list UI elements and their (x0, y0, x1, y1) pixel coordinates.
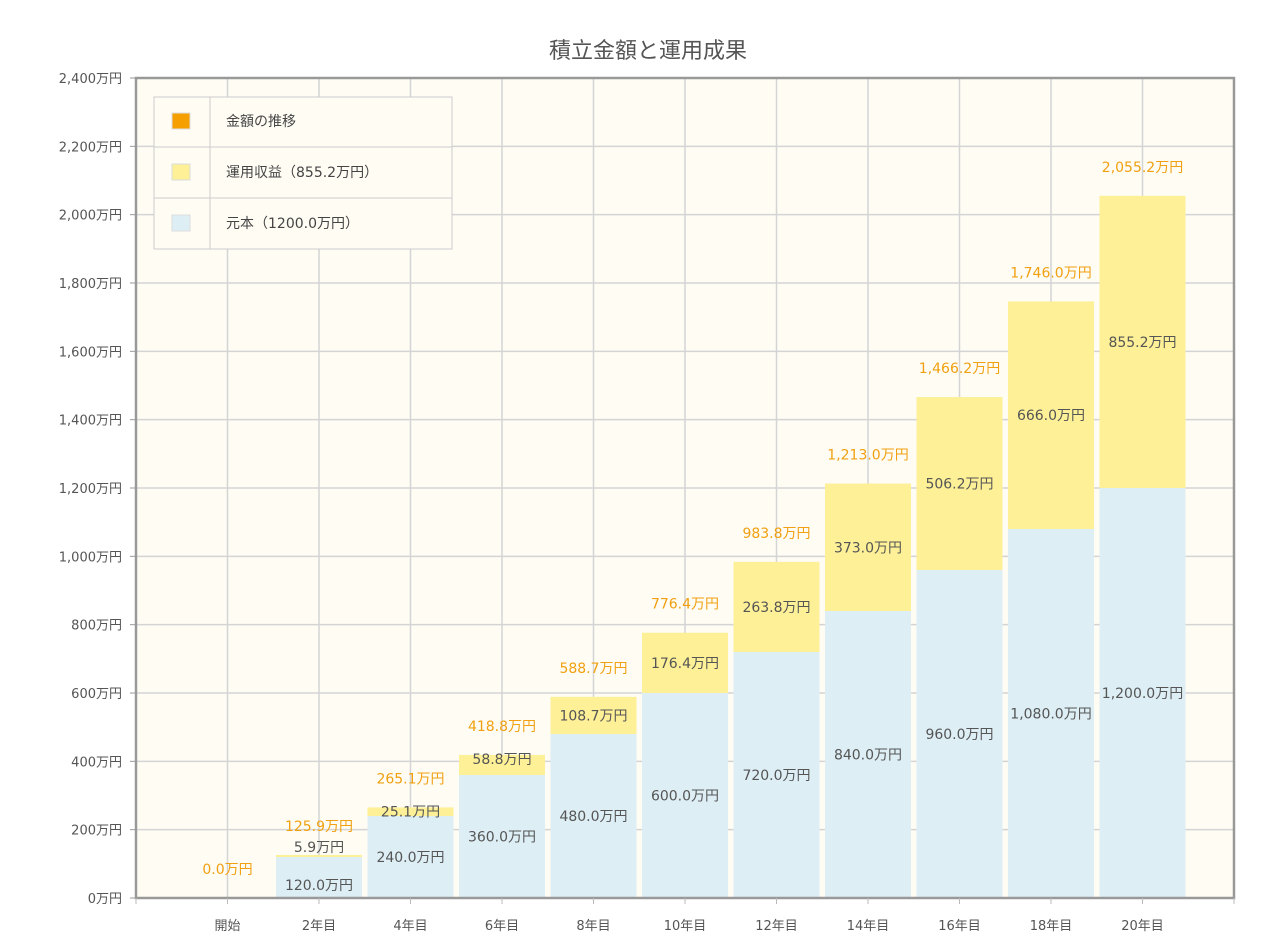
chart-title: 積立金額と運用成果 (549, 39, 747, 64)
y-tick-label: 1,800万円 (59, 277, 122, 292)
bar-principal (1008, 529, 1094, 898)
y-tick-label: 1,000万円 (59, 550, 122, 565)
bar-profit (276, 854, 362, 857)
bar-profit (642, 632, 728, 693)
data-labels: 0.0万円 120.0万円 5.9万円 125.9万円 240.0万円 25.1万円 265… (202, 160, 1183, 894)
label-profit: 666.0万円 (1017, 408, 1085, 424)
bar-principal (825, 611, 911, 898)
bar-principal (367, 816, 454, 898)
bar-profit (825, 483, 911, 611)
label-total: 1,746.0万円 (1010, 265, 1091, 281)
label-total: 125.9万円 (285, 819, 353, 835)
label-principal: 1,200.0万円 (1102, 686, 1183, 702)
y-tick-label: 0万円 (88, 892, 122, 907)
bar-profit (550, 696, 637, 734)
y-tick-label: 2,400万円 (59, 72, 122, 87)
label-profit: 506.2万円 (925, 477, 993, 493)
label-total: 265.1万円 (376, 771, 444, 787)
label-profit: 373.0万円 (834, 540, 902, 556)
label-principal: 240.0万円 (376, 850, 444, 866)
label-total: 0.0万円 (202, 862, 252, 878)
label-profit: 176.4万円 (651, 656, 719, 672)
y-tick-label: 1,400万円 (59, 414, 122, 429)
label-total: 776.4万円 (651, 597, 719, 613)
x-tick-label: 10年目 (664, 919, 707, 934)
label-principal: 1,080.0万円 (1010, 707, 1091, 723)
bar-principal (550, 734, 637, 898)
legend-swatch-principal (171, 214, 191, 232)
bar-principal (916, 570, 1003, 898)
x-tick-label: 14年目 (847, 919, 890, 934)
legend-label-totals: 金額の推移 (226, 114, 296, 130)
axes: 0万円 200万円 400万円 600万円 800万円 1,000万円 1,200万円 1,4… (59, 72, 1235, 934)
label-principal: 600.0万円 (651, 789, 719, 805)
label-total: 1,213.0万円 (827, 448, 908, 464)
label-principal: 840.0万円 (834, 748, 902, 764)
label-total: 983.8万円 (742, 526, 810, 542)
bar-principal (276, 857, 362, 898)
x-tick-label: 16年目 (938, 919, 981, 934)
y-tick-label: 200万円 (71, 824, 122, 839)
label-principal: 720.0万円 (742, 768, 810, 784)
bar-profit (916, 397, 1003, 570)
x-tick-label: 6年目 (485, 919, 519, 934)
label-profit: 25.1万円 (381, 804, 440, 820)
legend: 金額の推移 運用収益（855.2万円） 元本（1200.0万円） (153, 96, 453, 250)
bar-principal (733, 652, 820, 898)
label-profit: 5.9万円 (294, 840, 344, 856)
label-profit: 855.2万円 (1108, 335, 1176, 351)
label-profit: 263.8万円 (742, 600, 810, 616)
y-tick-label: 1,200万円 (59, 482, 122, 497)
label-total: 418.8万円 (468, 719, 536, 735)
y-tick-label: 2,000万円 (59, 209, 122, 224)
x-tick-label: 2年目 (302, 919, 336, 934)
bars (276, 195, 1186, 898)
x-tick-label: 8年目 (576, 919, 610, 934)
y-tick-label: 600万円 (71, 687, 122, 702)
x-tick-label: 開始 (214, 919, 240, 934)
bar-profit (459, 754, 545, 775)
legend-swatch-profit (171, 163, 191, 181)
x-tick-label: 4年目 (393, 919, 427, 934)
label-principal: 120.0万円 (285, 878, 353, 894)
legend-label-principal: 元本（1200.0万円） (226, 216, 359, 232)
y-tick-label: 1,600万円 (59, 345, 122, 360)
x-tick-label: 18年目 (1030, 919, 1073, 934)
bar-profit (1099, 195, 1186, 488)
label-total: 588.7万円 (559, 661, 627, 677)
label-principal: 480.0万円 (559, 809, 627, 825)
y-tick-label: 800万円 (71, 619, 122, 634)
x-tick-label: 12年目 (755, 919, 798, 934)
bar-principal (642, 693, 728, 898)
bar-principal (1099, 488, 1186, 898)
label-principal: 960.0万円 (925, 727, 993, 743)
bar-profit (1008, 301, 1094, 529)
label-principal: 360.0万円 (468, 830, 536, 846)
bar-profit (367, 807, 454, 816)
bar-profit (733, 561, 820, 652)
x-tick-label: 20年目 (1121, 919, 1164, 934)
bar-principal (459, 775, 545, 898)
label-total: 2,055.2万円 (1102, 160, 1183, 176)
label-profit: 108.7万円 (559, 708, 627, 724)
legend-label-profit: 運用収益（855.2万円） (226, 165, 378, 181)
y-tick-label: 2,200万円 (59, 140, 122, 155)
legend-swatch-totals (171, 112, 191, 130)
label-total: 1,466.2万円 (919, 361, 1000, 377)
y-tick-label: 400万円 (71, 755, 122, 770)
label-profit: 58.8万円 (472, 752, 531, 768)
